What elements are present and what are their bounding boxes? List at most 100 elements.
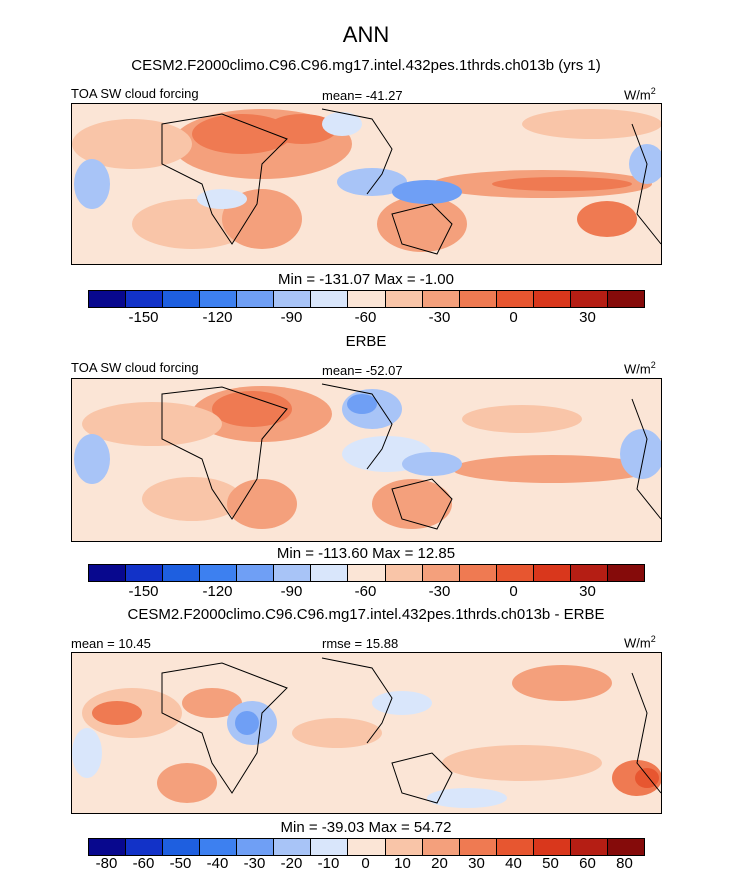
colorbar-segment	[200, 565, 238, 581]
panel-1-minmax: Min = -131.07 Max = -1.00	[278, 271, 454, 288]
colorbar-tick-label: 60	[579, 855, 596, 872]
figure-title: ANN	[342, 22, 390, 47]
colorbar-segment	[200, 291, 238, 307]
panel-2-colorbar-ticks: -150 -120 -90 -60 -30 0 30	[88, 583, 643, 603]
colorbar-tick-label: -150	[128, 309, 159, 326]
colorbar-tick-label: -90	[280, 309, 303, 326]
colorbar-segment	[274, 291, 312, 307]
colorbar-segment	[200, 839, 238, 855]
panel-3-colorbar	[88, 838, 645, 856]
colorbar-segment	[570, 565, 608, 581]
colorbar-tick-label: -90	[280, 583, 303, 600]
colorbar-segment	[607, 291, 644, 307]
colorbar-segment	[126, 839, 164, 855]
panel-2-minmax: Min = -113.60 Max = 12.85	[276, 545, 456, 562]
colorbar-segment	[89, 839, 127, 855]
colorbar-segment	[311, 839, 349, 855]
colorbar-segment	[570, 839, 608, 855]
panel-2-case-title: ERBE	[345, 333, 387, 350]
colorbar-segment	[422, 291, 460, 307]
colorbar-segment	[126, 565, 164, 581]
colorbar-segment	[274, 565, 312, 581]
colorbar-tick-label: -150	[128, 583, 159, 600]
colorbar-tick-label: -30	[428, 309, 451, 326]
colorbar-tick-label: 50	[542, 855, 559, 872]
panel-1-case-title: CESM2.F2000climo.C96.C96.mg17.intel.432p…	[131, 57, 601, 74]
colorbar-tick-label: 30	[468, 855, 485, 872]
panel-3-mean: mean = 10.45	[71, 636, 151, 651]
colorbar-segment	[496, 565, 534, 581]
colorbar-tick-label: -40	[206, 855, 229, 872]
colorbar-segment	[89, 291, 127, 307]
panel-1-colorbar-ticks: -150 -120 -90 -60 -30 0 30	[88, 309, 643, 329]
colorbar-segment	[570, 291, 608, 307]
colorbar-segment	[533, 839, 571, 855]
colorbar-tick-label: 10	[394, 855, 411, 872]
colorbar-tick-label: -120	[202, 309, 233, 326]
colorbar-segment	[607, 565, 644, 581]
panel-2-colorbar	[88, 564, 645, 582]
colorbar-segment	[496, 839, 534, 855]
panel-3-colorbar-ticks: -80 -60 -50 -40 -30 -20 -10 0 10 20 30 40 50 60 80	[88, 855, 643, 875]
colorbar-tick-label: 40	[505, 855, 522, 872]
colorbar-segment	[459, 839, 497, 855]
colorbar-segment	[311, 291, 349, 307]
colorbar-segment	[274, 839, 312, 855]
colorbar-tick-label: -20	[280, 855, 303, 872]
panel-2-mean: mean= -52.07	[322, 363, 403, 378]
colorbar-segment	[311, 565, 349, 581]
colorbar-tick-label: 80	[616, 855, 633, 872]
panel-2-heatmap	[72, 379, 661, 541]
colorbar-segment	[237, 565, 275, 581]
panel-2-map	[71, 378, 662, 542]
colorbar-tick-label: 30	[579, 309, 596, 326]
panel-3-heatmap	[72, 653, 661, 813]
colorbar-segment	[607, 839, 644, 855]
colorbar-tick-label: 0	[509, 583, 518, 600]
colorbar-segment	[163, 291, 201, 307]
panel-3-units: W/m2	[624, 634, 656, 651]
colorbar-tick-label: -80	[95, 855, 118, 872]
colorbar-segment	[237, 291, 275, 307]
panel-1-colorbar	[88, 290, 645, 308]
panel-1-map	[71, 103, 662, 265]
panel-1-units: W/m2	[624, 86, 656, 103]
panel-2-field-label: TOA SW cloud forcing	[71, 360, 199, 375]
colorbar-segment	[163, 565, 201, 581]
colorbar-tick-label: 30	[579, 583, 596, 600]
colorbar-tick-label: 20	[431, 855, 448, 872]
panel-1-heatmap	[72, 104, 661, 264]
panel-1-field-label: TOA SW cloud forcing	[71, 86, 199, 101]
colorbar-tick-label: -30	[428, 583, 451, 600]
panel-3-minmax: Min = -39.03 Max = 54.72	[280, 819, 452, 836]
colorbar-segment	[496, 291, 534, 307]
colorbar-segment	[348, 565, 386, 581]
colorbar-segment	[126, 291, 164, 307]
colorbar-segment	[459, 291, 497, 307]
colorbar-tick-label: -60	[132, 855, 155, 872]
colorbar-segment	[348, 291, 386, 307]
panel-3-case-title: CESM2.F2000climo.C96.C96.mg17.intel.432p…	[127, 606, 605, 623]
colorbar-segment	[163, 839, 201, 855]
colorbar-tick-label: -60	[354, 583, 377, 600]
panel-3-map	[71, 652, 662, 814]
colorbar-tick-label: -50	[169, 855, 192, 872]
colorbar-segment	[422, 839, 460, 855]
colorbar-segment	[422, 565, 460, 581]
colorbar-tick-label: -10	[317, 855, 340, 872]
colorbar-segment	[533, 291, 571, 307]
colorbar-segment	[385, 565, 423, 581]
colorbar-segment	[89, 565, 127, 581]
colorbar-tick-label: -120	[202, 583, 233, 600]
colorbar-segment	[385, 839, 423, 855]
colorbar-segment	[348, 839, 386, 855]
colorbar-tick-label: -60	[354, 309, 377, 326]
panel-1-mean: mean= -41.27	[322, 88, 403, 103]
colorbar-segment	[533, 565, 571, 581]
panel-3-rmse: rmse = 15.88	[322, 636, 399, 651]
panel-2-units: W/m2	[624, 360, 656, 377]
colorbar-tick-label: -30	[243, 855, 266, 872]
colorbar-segment	[237, 839, 275, 855]
colorbar-tick-label: 0	[509, 309, 518, 326]
colorbar-segment	[459, 565, 497, 581]
